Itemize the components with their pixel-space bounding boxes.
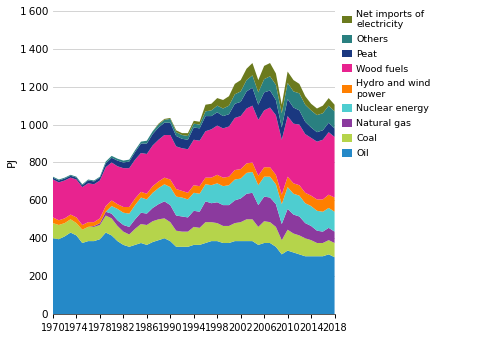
Legend: Net imports of
electricity, Others, Peat, Wood fuels, Hydro and wind
power, Nucl: Net imports of electricity, Others, Peat…	[342, 10, 430, 158]
Y-axis label: PJ: PJ	[7, 157, 17, 168]
